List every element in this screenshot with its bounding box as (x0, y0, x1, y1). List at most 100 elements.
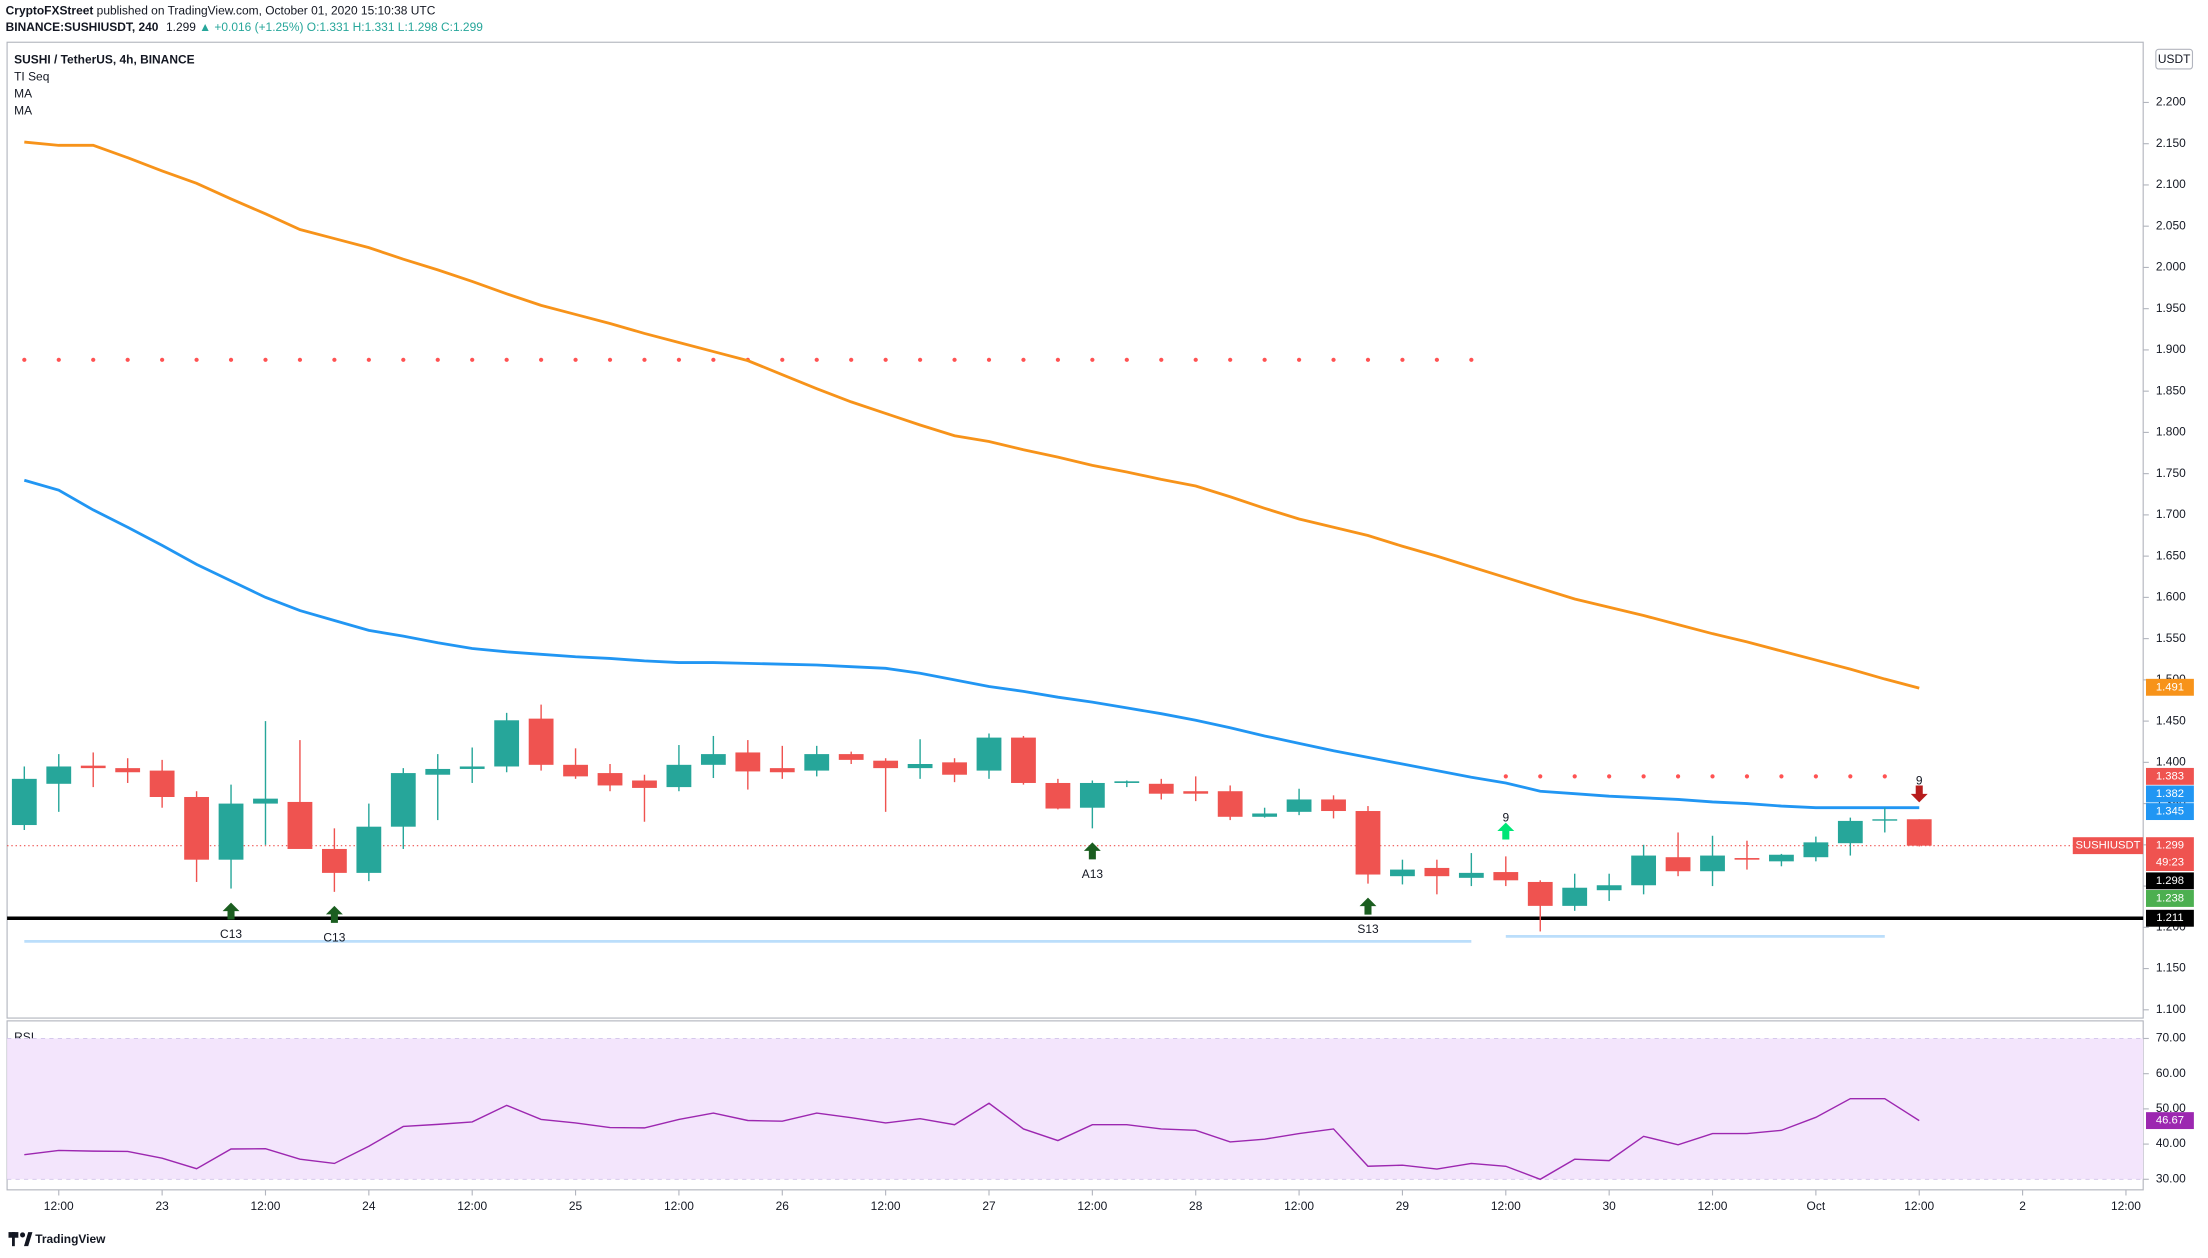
candle-body (1217, 791, 1243, 817)
legend-entry: MA (14, 86, 32, 100)
y-tick-label: 50.00 (2156, 1101, 2186, 1115)
x-tick-label: 12:00 (1077, 1199, 1107, 1213)
price-label: 1.491 (2156, 681, 2184, 693)
candle-body (873, 760, 899, 769)
price-label: 1.383 (2156, 770, 2184, 782)
sequence-dot (1813, 774, 1818, 779)
annotation-label: A13 (1082, 867, 1104, 881)
unit-box[interactable] (2155, 48, 2194, 70)
sequence-dot (1365, 357, 1371, 362)
unit: USDT (2158, 52, 2191, 66)
y-tick-label: 1.400 (2156, 755, 2186, 769)
sequence-dot (1882, 774, 1887, 779)
price-label: 1.298 (2156, 875, 2184, 887)
candle-body (80, 765, 106, 769)
x-tick-label: 26 (776, 1199, 790, 1213)
sequence-dot (332, 357, 337, 362)
candle-body (1045, 782, 1071, 809)
sequence-dot (228, 357, 234, 362)
moving-average (23, 478, 1920, 810)
y-tick-label: 1.550 (2156, 631, 2186, 645)
price-label: 1.382 (2156, 788, 2184, 800)
sequence-dot (1262, 357, 1267, 362)
x-tick-label: 28 (1189, 1199, 1203, 1213)
price-label-box (2145, 678, 2194, 696)
candle-body (528, 718, 554, 765)
annotation-arrow (1359, 897, 1377, 915)
sequence-dot (1055, 357, 1061, 362)
candle-body (1286, 799, 1312, 812)
sequence-dot (91, 357, 96, 362)
sequence-dot (1607, 774, 1612, 779)
candle-body (494, 720, 520, 767)
legend-entry: MA (14, 103, 32, 117)
x-tick-label: 12:00 (871, 1199, 901, 1213)
sequence-dot (1779, 774, 1784, 779)
y-tick-label: 2.150 (2156, 136, 2186, 150)
price-label: 1.345 (2156, 806, 2184, 818)
candle-body (1148, 783, 1174, 794)
price-panel (6, 41, 2144, 1019)
y-tick-label: 1.600 (2156, 590, 2186, 604)
candle-body (942, 762, 967, 775)
candle-body (184, 796, 209, 860)
candle-body (976, 737, 1002, 771)
symbol-line: BINANCE:SUSHIUSDT, 240 1.299 ▲ +0.016 (+… (6, 20, 484, 34)
candle-body (115, 768, 141, 773)
candle-body (632, 780, 657, 788)
y-tick-label: 1.150 (2156, 961, 2186, 975)
x-tick-label: Oct (1807, 1199, 1826, 1213)
y-tick-label: 1.800 (2156, 425, 2186, 439)
sequence-dot (952, 357, 957, 362)
sequence-dot (401, 357, 406, 362)
price-label: 1.211 (2156, 912, 2183, 924)
sequence-dot (642, 357, 647, 362)
candle-body (253, 798, 278, 804)
sequence-dot (56, 357, 61, 362)
rsi-line (24, 1097, 1920, 1181)
sequence-dot (1641, 774, 1646, 779)
sequence-dot (1538, 774, 1543, 779)
annotation-label: 9 (1916, 773, 1923, 787)
candle-body (1011, 737, 1036, 783)
x-tick-label: 12:00 (664, 1199, 694, 1213)
sequence-dot (435, 357, 440, 362)
x-tick-label: 12:00 (1904, 1199, 1934, 1213)
sequence-dot (986, 357, 992, 362)
sequence-dot (676, 357, 682, 362)
candle-body (356, 826, 382, 873)
sequence-dot (1021, 357, 1026, 362)
candle-body (1424, 867, 1450, 877)
candle-body (1803, 842, 1829, 858)
candle-body (838, 754, 864, 760)
price-label-box (2145, 872, 2194, 890)
symbol: BINANCE:SUSHIUSDT, 240 (6, 20, 159, 34)
annotation-arrow (325, 905, 343, 923)
x-tick-label: 30 (1603, 1199, 1617, 1213)
candle-body (1355, 811, 1381, 875)
logo-mark (20, 1232, 26, 1238)
sequence-dot (814, 357, 819, 362)
countdown: 49:23 (2156, 857, 2184, 869)
x-tick-label: 24 (362, 1199, 376, 1213)
sequence-dot (1228, 357, 1233, 362)
candle-body (459, 766, 485, 769)
x-tick-label: 12:00 (457, 1199, 487, 1213)
x-tick-label: 29 (1396, 1199, 1410, 1213)
candle-body (1631, 855, 1657, 886)
y-tick-label: 2.100 (2156, 177, 2186, 191)
publisher: CryptoFXStreet (6, 3, 94, 17)
candle-body (287, 801, 313, 849)
x-tick-label: 27 (982, 1199, 996, 1213)
sequence-dot (1296, 357, 1302, 362)
price-label-box (2145, 785, 2194, 803)
y-tick-label: 60.00 (2156, 1066, 2186, 1080)
y-tick-label: 2.200 (2156, 95, 2186, 109)
sequence-dot (366, 357, 371, 362)
y-tick-label: 2.050 (2156, 218, 2186, 232)
sequence-dot (1675, 774, 1681, 779)
sequence-dot (883, 357, 888, 362)
sequence-dot (1710, 774, 1715, 779)
sequence-dot (1124, 357, 1129, 362)
annotation-arrow (1083, 842, 1101, 860)
